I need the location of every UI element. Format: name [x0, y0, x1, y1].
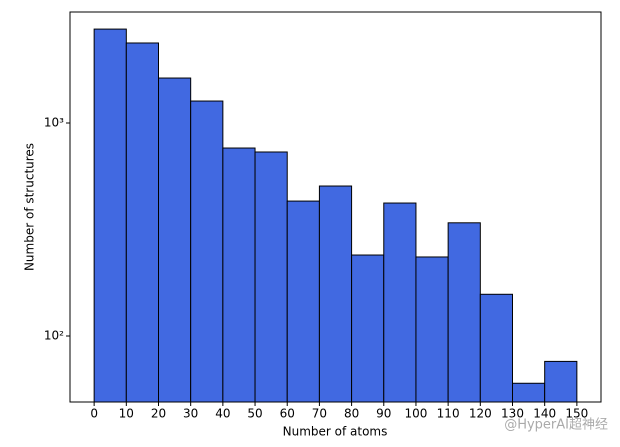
y-tick-label: 10²: [44, 329, 64, 343]
x-tick-label: 20: [151, 407, 166, 421]
x-axis-label: Number of atoms: [283, 425, 388, 439]
x-tick-label: 30: [183, 407, 198, 421]
x-tick-label: 100: [405, 407, 428, 421]
watermark: @HyperAI超神经: [504, 418, 608, 433]
x-tick-label: 70: [312, 407, 327, 421]
x-tick-label: 40: [215, 407, 230, 421]
x-tick-label: 60: [280, 407, 295, 421]
bar: [190, 100, 224, 403]
x-tick-label: 140: [533, 407, 556, 421]
bar: [318, 185, 353, 403]
bar: [125, 42, 160, 403]
x-tick-label: 90: [376, 407, 391, 421]
x-tick-label: 130: [501, 407, 524, 421]
x-tick-label: 80: [344, 407, 359, 421]
bar: [512, 382, 546, 403]
y-axis-label: Number of structures: [23, 143, 37, 271]
x-tick-label: 150: [565, 407, 588, 421]
y-tick-label: 10³: [44, 116, 64, 130]
bar: [351, 254, 385, 403]
bar: [479, 293, 513, 403]
x-tick-label: 50: [247, 407, 262, 421]
bar: [544, 360, 578, 403]
x-tick-label: 10: [119, 407, 134, 421]
bar: [415, 256, 449, 403]
x-tick-label: 120: [469, 407, 492, 421]
x-tick-label: 110: [437, 407, 460, 421]
bar: [158, 77, 192, 403]
plot-frame: [69, 11, 602, 403]
bar: [286, 200, 320, 403]
bar: [447, 222, 481, 403]
bar: [254, 151, 288, 403]
bar: [383, 202, 417, 403]
x-tick-label: 0: [90, 407, 98, 421]
bar: [93, 28, 127, 403]
bar: [222, 147, 256, 403]
